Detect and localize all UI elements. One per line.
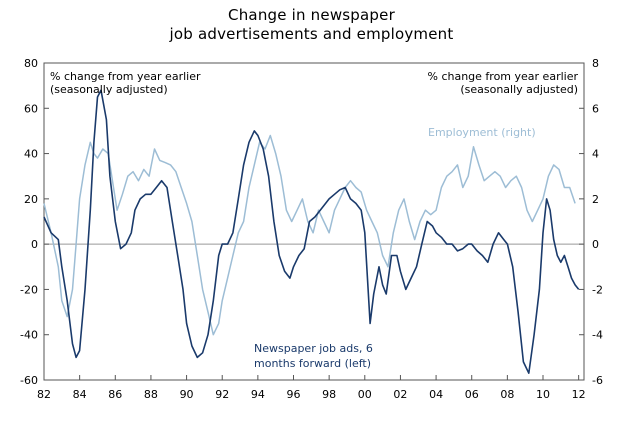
x-tick-label: 94	[251, 388, 265, 401]
left-tick-label: 60	[24, 102, 38, 115]
x-tick-label: 96	[287, 388, 301, 401]
left-tick-label: 80	[24, 57, 38, 70]
x-tick-label: 04	[429, 388, 443, 401]
right-tick-label: 6	[592, 102, 599, 115]
right-tick-label: -4	[592, 329, 603, 342]
x-tick-label: 86	[108, 388, 122, 401]
x-tick-label: 82	[37, 388, 51, 401]
x-axis-ticks: 82 84 86 88 90 92 94 96 98 00 02 04 06 08 10 12	[37, 375, 586, 401]
x-tick-label: 02	[393, 388, 407, 401]
left-tick-label: 20	[24, 193, 38, 206]
newspaper-ads-line	[43, 89, 580, 374]
left-axis-label-line-2: (seasonally adjusted)	[50, 83, 168, 96]
x-tick-label: 92	[215, 388, 229, 401]
right-axis-label-line-1: % change from year earlier	[428, 70, 579, 83]
x-tick-label: 98	[322, 388, 336, 401]
right-tick-label: 8	[592, 57, 599, 70]
ads-annotation-line-2: months forward (left)	[254, 357, 371, 370]
right-tick-label: 4	[592, 148, 599, 161]
right-axis-label-line-2: (seasonally adjusted)	[460, 83, 578, 96]
ads-annotation-line-1: Newspaper job ads, 6	[254, 342, 373, 355]
left-tick-label: 0	[31, 238, 38, 251]
right-tick-label: 2	[592, 193, 599, 206]
x-tick-label: 10	[536, 388, 550, 401]
right-tick-label: 0	[592, 238, 599, 251]
title-line-1: Change in newspaper	[228, 6, 395, 24]
x-tick-label: 06	[465, 388, 479, 401]
x-tick-label: 08	[500, 388, 514, 401]
left-axis-label-line-1: % change from year earlier	[50, 70, 201, 83]
x-tick-label: 88	[144, 388, 158, 401]
x-tick-label: 84	[73, 388, 87, 401]
left-tick-label: -20	[20, 283, 38, 296]
employment-annotation: Employment (right)	[428, 126, 536, 139]
right-tick-label: -2	[592, 283, 603, 296]
x-tick-label: 90	[180, 388, 194, 401]
series-group	[43, 89, 580, 374]
left-axis-ticks: 80 60 40 20 0 -20 -40 -60	[20, 57, 49, 387]
chart-title: Change in newspaper job advertisements a…	[0, 6, 623, 44]
x-tick-label: 00	[358, 388, 372, 401]
x-tick-label: 12	[572, 388, 586, 401]
left-tick-label: -60	[20, 374, 38, 387]
plot-frame	[43, 62, 585, 381]
title-line-2: job advertisements and employment	[169, 25, 454, 43]
employment-line	[43, 134, 576, 336]
left-tick-label: 40	[24, 148, 38, 161]
left-tick-label: -40	[20, 329, 38, 342]
right-axis-ticks: 8 6 4 2 0 -2 -4 -6	[579, 57, 603, 387]
right-tick-label: -6	[592, 374, 603, 387]
